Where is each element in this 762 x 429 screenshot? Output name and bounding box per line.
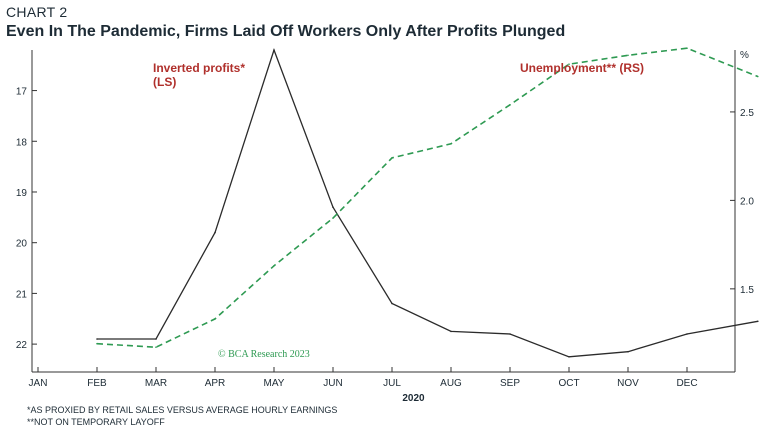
profits-annotation: (LS) xyxy=(153,75,176,89)
unemployment-point xyxy=(568,63,570,65)
profits-point xyxy=(757,320,759,323)
unemployment-point xyxy=(686,47,688,49)
left-tick-label: 17 xyxy=(16,87,28,98)
profits-point xyxy=(96,338,98,340)
x-tick-label: APR xyxy=(205,378,226,389)
left-tick-label: 18 xyxy=(16,137,28,148)
footnote-profits: *AS PROXIED BY RETAIL SALES VERSUS AVERA… xyxy=(27,405,338,415)
x-tick-label: AUG xyxy=(440,378,462,389)
chart-title: Even In The Pandemic, Firms Laid Off Wor… xyxy=(6,23,566,40)
left-tick-label: 19 xyxy=(16,188,28,199)
profits-point xyxy=(214,231,216,234)
unemployment-point xyxy=(627,54,629,57)
unemployment-point xyxy=(757,75,759,78)
unemployment-point xyxy=(391,157,393,159)
profits-point xyxy=(509,333,511,335)
profits-point xyxy=(155,338,157,340)
x-tick-label: MAY xyxy=(264,378,285,389)
profits-point xyxy=(686,333,688,335)
footnote-unemployment: **NOT ON TEMPORARY LAYOFF xyxy=(27,417,165,427)
watermark: © BCA Research 2023 xyxy=(218,349,310,360)
x-axis-year-label: 2020 xyxy=(402,393,425,404)
profits-annotation: Inverted profits* xyxy=(153,61,245,75)
right-tick-label: 1.5 xyxy=(740,285,754,296)
left-tick-label: 20 xyxy=(16,239,28,250)
left-tick-label: 22 xyxy=(16,340,28,351)
unemployment-series-line xyxy=(96,47,759,349)
unemployment-point xyxy=(450,143,452,145)
right-tick-label: 2.5 xyxy=(740,108,754,119)
chart-kicker: CHART 2 xyxy=(6,4,68,20)
unemployment-point xyxy=(214,318,216,320)
right-axis-unit: % xyxy=(740,50,749,61)
unemployment-annotation: Unemployment** (RS) xyxy=(520,61,644,75)
profits-point xyxy=(627,350,629,353)
unemployment-point xyxy=(332,217,334,219)
x-tick-label: JAN xyxy=(29,378,48,389)
x-tick-label: MAR xyxy=(145,378,167,389)
x-tick-label: NOV xyxy=(617,378,639,389)
x-tick-label: SEP xyxy=(500,378,520,389)
x-tick-label: JUN xyxy=(323,378,342,389)
right-tick-label: 2.0 xyxy=(740,196,754,207)
x-tick-label: FEB xyxy=(87,378,107,389)
left-tick-label: 21 xyxy=(16,289,28,300)
profits-point xyxy=(450,330,452,333)
unemployment-point xyxy=(155,346,157,349)
profits-series-line xyxy=(97,48,758,358)
unemployment-point xyxy=(273,265,275,267)
unemployment-point xyxy=(96,342,98,345)
profits-point xyxy=(273,49,275,51)
unemployment-point xyxy=(509,104,511,106)
x-tick-label: OCT xyxy=(558,378,579,389)
profits-point xyxy=(332,206,334,208)
x-tick-label: JUL xyxy=(383,378,401,389)
x-tick-label: DEC xyxy=(676,378,697,389)
profits-point xyxy=(391,302,393,305)
profits-point xyxy=(568,356,570,358)
